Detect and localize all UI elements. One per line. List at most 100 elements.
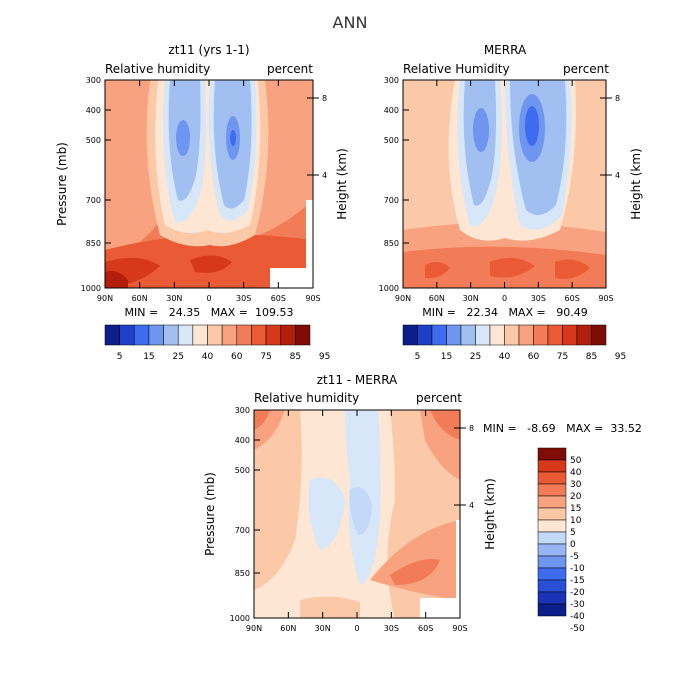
subtitle-right: percent [563, 62, 609, 76]
colorbar-label: 85 [290, 352, 301, 362]
y2-axis-label: Height (km) [483, 478, 497, 549]
y2-axis-label: Height (km) [335, 148, 349, 219]
colorbar-label: 40 [202, 352, 214, 362]
y-tick-label: 1000 [230, 614, 250, 623]
colorbar-label: -40 [570, 612, 585, 622]
y-tick-label: 500 [86, 136, 101, 145]
colorbar-label: 60 [231, 352, 243, 362]
x-tick-label: 60S [418, 624, 433, 633]
colorbar-swatch [177, 324, 194, 346]
y2-tick-label: 4 [322, 171, 327, 180]
x-tick-label: 30S [384, 624, 399, 633]
y-tick-label: 400 [384, 106, 399, 115]
y2-tick-label: 8 [469, 424, 474, 433]
colorbar-swatch [475, 324, 491, 346]
x-tick-label: 30S [531, 294, 546, 303]
colorbar-label: 15 [143, 352, 154, 362]
colorbar-swatch [533, 324, 549, 346]
colorbar-label: 40 [499, 352, 511, 362]
x-tick-label: 0 [354, 624, 359, 633]
subtitle-left: Relative humidity [105, 62, 210, 76]
colorbar-swatch [537, 579, 567, 593]
y-tick-label: 850 [86, 239, 101, 248]
stats-text: MIN = -8.69 MAX = 33.52 [483, 422, 642, 435]
colorbar-swatch [504, 324, 520, 346]
x-tick-label: 90S [598, 294, 613, 303]
y-tick-label: 300 [235, 406, 250, 415]
colorbar-swatch [537, 543, 567, 557]
colorbar-label: 50 [570, 456, 582, 466]
colorbar-label: -5 [570, 552, 579, 562]
figure-title: ANN [333, 13, 368, 32]
x-tick-label: 60N [280, 624, 296, 633]
x-tick-label: 90S [452, 624, 467, 633]
x-tick-label: 60N [429, 294, 445, 303]
panel-model: zt11 (yrs 1-1) Relative humidity percent [55, 43, 349, 362]
colorbar-label: -10 [570, 564, 585, 574]
colorbar-label: 25 [172, 352, 183, 362]
colorbar-label: 85 [586, 352, 597, 362]
colorbar-swatch [537, 567, 567, 581]
colorbar-swatch [537, 519, 567, 533]
x-tick-label: 30S [236, 294, 251, 303]
colorbar-swatch [537, 471, 567, 485]
colorbar-swatch [402, 324, 418, 346]
axis-ticks: 90N 60N 30N 0 30S 60S 90S 300 400 500 700 850 1000 8 4 [230, 406, 474, 633]
colorbar-swatch [537, 507, 567, 521]
x-tick-label: 30N [315, 624, 331, 633]
colorbar-label: 25 [470, 352, 481, 362]
subtitle-left: Relative Humidity [403, 62, 510, 76]
y-axis-label: Pressure (mb) [55, 142, 69, 226]
axis-ticks: 90N 60N 30N 0 30S 60S 90S 300 400 500 700 850 1000 8 4 [81, 76, 327, 303]
subtitle-left: Relative humidity [254, 391, 359, 405]
colorbar-label: 15 [441, 352, 452, 362]
colorbar-label: 75 [260, 352, 271, 362]
x-tick-label: 0 [206, 294, 211, 303]
colorbar-swatch [460, 324, 476, 346]
stats-text: MIN = 22.34 MAX = 90.49 [422, 306, 587, 319]
y-tick-label: 700 [235, 526, 250, 535]
colorbar-swatch [207, 324, 223, 346]
colorbar-label: 15 [570, 504, 581, 514]
y-tick-label: 500 [235, 466, 250, 475]
colorbar-label: 20 [570, 492, 582, 502]
y-axis-label: Pressure (mb) [203, 472, 217, 556]
y2-tick-label: 8 [322, 94, 327, 103]
colorbar-swatch [576, 324, 592, 346]
colorbar-label: 5 [570, 528, 576, 538]
colorbar: 5 15 25 40 60 75 85 95 [104, 324, 330, 362]
contour-field [403, 80, 606, 288]
colorbar-swatch [562, 324, 578, 346]
colorbar-label: -50 [570, 624, 585, 634]
colorbar-swatch [537, 591, 567, 605]
colorbar-swatch [221, 324, 238, 346]
colorbar-swatch [547, 324, 563, 346]
colorbar-swatch [537, 459, 567, 473]
colorbar-swatch [591, 324, 607, 346]
panel-title: zt11 (yrs 1-1) [168, 43, 249, 57]
colorbar-swatch [417, 324, 433, 346]
subtitle-right: percent [416, 391, 462, 405]
y2-axis-label: Height (km) [629, 148, 643, 219]
x-tick-label: 30N [463, 294, 479, 303]
colorbar-swatch [537, 495, 567, 509]
colorbar-label: 5 [117, 352, 123, 362]
y-tick-label: 300 [384, 76, 399, 85]
y-tick-label: 1000 [81, 284, 101, 293]
contour-field [105, 80, 313, 288]
y2-tick-label: 4 [469, 501, 474, 510]
colorbar-swatch [295, 324, 311, 346]
colorbar-label: 75 [557, 352, 568, 362]
x-tick-label: 90N [97, 294, 113, 303]
panel-title: zt11 - MERRA [317, 373, 398, 387]
colorbar-swatch [119, 324, 135, 346]
colorbar: 5 15 25 40 60 75 85 95 [402, 324, 626, 362]
y-tick-label: 700 [86, 196, 101, 205]
x-tick-label: 60N [132, 294, 148, 303]
x-tick-label: 0 [502, 294, 507, 303]
contour-field [254, 410, 460, 618]
colorbar-swatch [537, 531, 567, 545]
colorbar-label: -20 [570, 588, 585, 598]
